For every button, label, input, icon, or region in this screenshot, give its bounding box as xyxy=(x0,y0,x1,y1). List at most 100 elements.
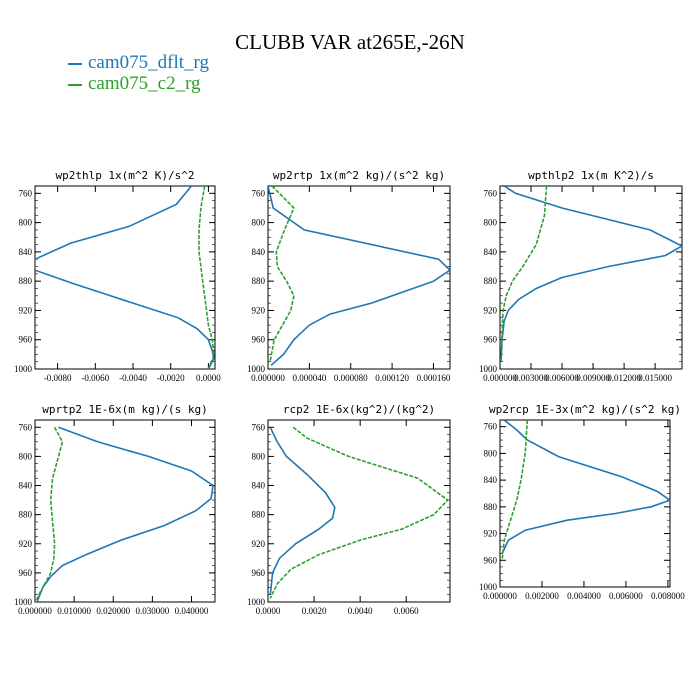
series-line-dflt xyxy=(501,420,670,554)
x-tick-label: -0.0080 xyxy=(44,373,72,383)
subplot-title: wp2rcp 1E-3x(m^2 kg)/(s^2 kg) xyxy=(489,403,681,416)
x-tick-label: 0.000000 xyxy=(483,373,517,383)
series-line-dflt xyxy=(500,186,682,362)
y-tick-label: 800 xyxy=(19,218,33,228)
y-tick-label: 800 xyxy=(252,451,266,461)
y-tick-label: 920 xyxy=(19,305,33,315)
x-tick-label: 0.000000 xyxy=(483,591,517,601)
y-tick-label: 760 xyxy=(19,188,33,198)
y-tick-label: 840 xyxy=(484,475,498,485)
y-tick-label: 1000 xyxy=(479,582,498,592)
x-tick-label: 0.009000 xyxy=(576,373,610,383)
y-tick-label: 760 xyxy=(252,422,266,432)
x-tick-label: 0.000120 xyxy=(375,373,409,383)
plot-frame xyxy=(34,185,216,370)
y-tick-label: 840 xyxy=(252,247,266,257)
x-tick-label: 0.006000 xyxy=(609,591,643,601)
subplot-title: wprtp2 1E-6x(m kg)/(s kg) xyxy=(42,403,208,416)
y-tick-label: 880 xyxy=(484,502,498,512)
series-line-dflt xyxy=(268,186,450,366)
subplot-5: rcp2 1E-6x(kg^2)/(kg^2) 760 800 840 880 920 96… xyxy=(247,403,451,616)
legend-label-c2: cam075_c2_rg xyxy=(88,73,201,94)
y-tick-label: 920 xyxy=(19,539,33,549)
x-tick-label: -0.0040 xyxy=(119,373,147,383)
subplot-title: wp2rtp 1x(m^2 kg)/(s^2 kg) xyxy=(273,169,445,182)
y-tick-label: 960 xyxy=(484,335,498,345)
y-tick-label: 760 xyxy=(484,422,498,432)
x-tick-label: 0.0020 xyxy=(302,606,327,616)
y-tick-label: 960 xyxy=(19,335,33,345)
x-tick-label: 0.008000 xyxy=(651,591,685,601)
x-tick-label: 0.020000 xyxy=(96,606,130,616)
x-tick-label: 0.002000 xyxy=(525,591,559,601)
x-tick-label: 0.000160 xyxy=(417,373,451,383)
y-tick-label: 880 xyxy=(252,276,266,286)
figure-title: CLUBB VAR at265E,-26N xyxy=(235,30,465,54)
plot-frame xyxy=(499,185,683,370)
y-tick-label: 840 xyxy=(484,247,498,257)
x-tick-label: 0.000000 xyxy=(251,373,285,383)
y-tick-label: 920 xyxy=(484,529,498,539)
y-tick-label: 880 xyxy=(484,276,498,286)
y-tick-label: 760 xyxy=(484,188,498,198)
x-tick-label: 0.0000 xyxy=(196,373,221,383)
subplot-title: wpthlp2 1x(m K^2)/s xyxy=(528,169,654,182)
series-line-dflt xyxy=(269,426,336,595)
legend-line-c2-icon xyxy=(68,83,82,86)
plot-frame xyxy=(267,419,451,603)
y-tick-label: 1000 xyxy=(247,597,266,607)
subplot-title: wp2thlp 1x(m^2 K)/s^2 xyxy=(55,169,194,182)
y-tick-label: 1000 xyxy=(14,597,33,607)
y-tick-label: 1000 xyxy=(247,364,266,374)
y-tick-label: 960 xyxy=(252,568,266,578)
plot-frame xyxy=(34,419,216,603)
x-tick-label: 0.010000 xyxy=(57,606,91,616)
x-tick-label: 0.0060 xyxy=(394,606,419,616)
x-tick-label: 0.0000 xyxy=(256,606,281,616)
y-tick-label: 800 xyxy=(19,451,33,461)
y-tick-label: 880 xyxy=(252,510,266,520)
x-tick-label: 0.0040 xyxy=(348,606,373,616)
x-tick-label: 0.003000 xyxy=(514,373,548,383)
subplot-title: rcp2 1E-6x(kg^2)/(kg^2) xyxy=(283,403,435,416)
legend-label-dflt: cam075_dflt_rg xyxy=(88,52,210,73)
series-line-dflt xyxy=(35,186,215,369)
x-tick-label: 0.000000 xyxy=(18,606,52,616)
legend-item-c2: cam075_c2_rg xyxy=(68,73,209,94)
y-tick-label: 960 xyxy=(252,335,266,345)
y-tick-label: 760 xyxy=(19,422,33,432)
subplot-2: wp2rtp 1x(m^2 kg)/(s^2 kg) 760 800 840 880 92… xyxy=(247,169,451,383)
plot-frame xyxy=(267,185,451,370)
x-tick-label: 0.040000 xyxy=(175,606,209,616)
subplot-1: wp2thlp 1x(m^2 K)/s^2 760 800 840 880 920 960 1… xyxy=(14,169,221,383)
x-tick-label: 0.015000 xyxy=(638,373,672,383)
series-line-c2 xyxy=(501,420,529,561)
x-tick-label: 0.006000 xyxy=(545,373,579,383)
y-tick-label: 880 xyxy=(19,276,33,286)
y-tick-label: 840 xyxy=(19,247,33,257)
legend: cam075_dflt_rg cam075_c2_rg xyxy=(68,52,209,94)
y-tick-label: 1000 xyxy=(479,364,498,374)
y-tick-label: 840 xyxy=(252,481,266,491)
y-tick-label: 960 xyxy=(19,568,33,578)
subplot-4: wprtp2 1E-6x(m kg)/(s kg) 760 800 840 880 920… xyxy=(14,403,216,616)
plot-frame xyxy=(499,419,671,588)
series-line-c2 xyxy=(35,426,64,602)
x-tick-label: -0.0060 xyxy=(81,373,109,383)
y-tick-label: 800 xyxy=(484,218,498,228)
y-tick-label: 1000 xyxy=(14,364,33,374)
y-tick-label: 800 xyxy=(252,218,266,228)
subplot-6: wp2rcp 1E-3x(m^2 kg)/(s^2 kg) 760 800 840 88… xyxy=(479,403,685,601)
subplot-3: wpthlp2 1x(m K^2)/s 760 800 840 880 920 960 100… xyxy=(479,169,683,383)
x-tick-label: 0.012000 xyxy=(607,373,641,383)
y-tick-label: 760 xyxy=(252,188,266,198)
legend-line-dflt-icon xyxy=(68,62,82,65)
x-tick-label: 0.004000 xyxy=(567,591,601,601)
y-tick-label: 960 xyxy=(484,555,498,565)
series-line-c2 xyxy=(500,186,548,362)
y-tick-label: 920 xyxy=(252,305,266,315)
x-tick-label: -0.0020 xyxy=(157,373,185,383)
y-tick-label: 920 xyxy=(252,539,266,549)
